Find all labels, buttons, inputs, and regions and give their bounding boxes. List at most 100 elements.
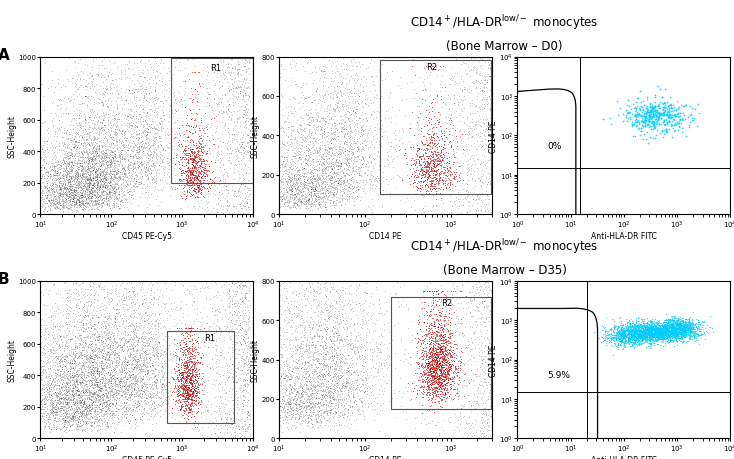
Point — [203, 168, 215, 175]
Point — [432, 336, 443, 343]
Point — [189, 160, 201, 167]
Point — [96, 92, 108, 99]
Point — [469, 103, 481, 111]
Point — [329, 129, 341, 136]
Point — [47, 196, 59, 203]
Point — [233, 338, 244, 345]
Point — [66, 376, 78, 383]
Point — [682, 321, 694, 329]
Point — [432, 363, 444, 370]
Point — [123, 86, 134, 94]
Point — [417, 362, 429, 369]
Point — [244, 338, 255, 345]
Point — [84, 163, 96, 171]
Point — [84, 280, 95, 288]
Point — [299, 374, 311, 381]
Point — [622, 334, 633, 341]
Point — [48, 362, 59, 369]
Point — [276, 161, 288, 168]
Point — [666, 333, 677, 340]
Point — [382, 364, 393, 371]
Point — [54, 388, 65, 395]
Point — [81, 277, 92, 285]
Point — [429, 389, 441, 396]
Point — [683, 324, 694, 331]
Point — [101, 317, 112, 325]
Point — [393, 107, 405, 114]
Point — [430, 383, 442, 391]
Point — [605, 121, 617, 129]
Point — [429, 320, 440, 328]
Point — [633, 329, 644, 336]
Point — [81, 149, 93, 157]
Point — [96, 373, 108, 381]
Point — [34, 348, 46, 355]
Point — [423, 175, 435, 182]
Point — [443, 330, 454, 337]
Point — [34, 350, 46, 357]
Point — [359, 157, 371, 164]
Point — [85, 374, 97, 381]
Point — [53, 306, 65, 313]
Point — [426, 365, 438, 373]
Point — [312, 140, 324, 147]
Point — [34, 196, 46, 203]
Point — [437, 354, 448, 362]
Point — [291, 117, 303, 124]
Point — [300, 390, 312, 397]
Point — [189, 418, 201, 425]
Point — [302, 295, 313, 302]
Point — [90, 369, 102, 376]
Point — [428, 287, 440, 295]
Point — [319, 392, 331, 399]
Point — [324, 185, 335, 192]
Point — [308, 277, 319, 285]
Point — [438, 127, 450, 134]
Point — [175, 379, 187, 386]
Point — [148, 378, 159, 385]
Point — [114, 397, 126, 404]
Point — [141, 358, 153, 365]
Point — [360, 290, 372, 297]
Point — [352, 90, 363, 97]
Point — [139, 357, 151, 364]
Point — [69, 364, 81, 371]
Point — [81, 166, 93, 174]
Point — [653, 331, 664, 338]
Point — [34, 202, 46, 209]
Point — [87, 188, 98, 195]
Point — [631, 329, 642, 336]
Point — [295, 134, 307, 142]
Point — [137, 54, 148, 61]
Point — [133, 143, 145, 150]
Point — [65, 422, 76, 429]
Point — [350, 277, 362, 285]
Point — [119, 89, 131, 96]
Point — [357, 344, 368, 351]
Point — [660, 319, 672, 326]
Point — [400, 150, 412, 157]
Point — [644, 329, 655, 336]
Point — [429, 334, 440, 341]
Point — [95, 54, 107, 61]
Point — [134, 366, 146, 373]
Point — [294, 100, 305, 107]
Point — [341, 92, 353, 99]
Point — [626, 122, 638, 129]
Point — [631, 340, 642, 347]
Point — [317, 170, 329, 177]
Point — [631, 327, 642, 334]
Point — [129, 277, 141, 285]
Point — [432, 360, 443, 367]
Point — [119, 151, 131, 158]
Point — [314, 319, 326, 326]
Point — [337, 401, 349, 409]
Point — [304, 183, 316, 190]
Point — [319, 401, 330, 408]
Point — [666, 334, 677, 341]
Point — [94, 392, 106, 400]
Point — [289, 392, 301, 400]
Point — [38, 383, 50, 391]
Point — [327, 106, 339, 113]
Point — [482, 116, 493, 123]
